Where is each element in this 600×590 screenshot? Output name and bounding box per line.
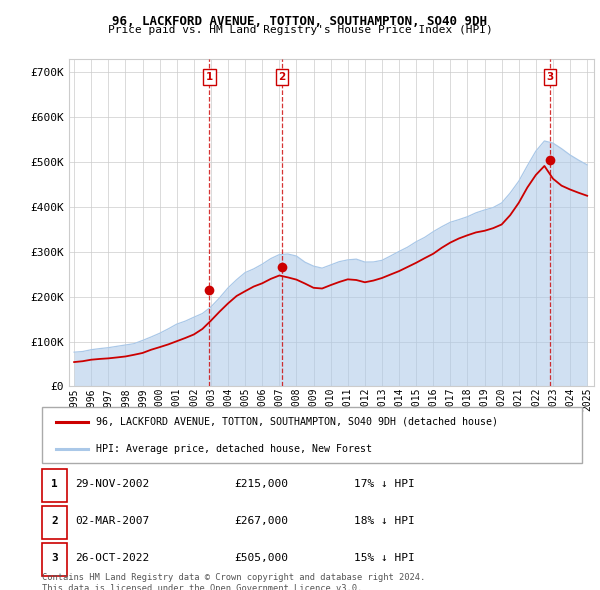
- Text: 26-OCT-2022: 26-OCT-2022: [75, 553, 149, 563]
- Text: 29-NOV-2002: 29-NOV-2002: [75, 478, 149, 489]
- Text: 02-MAR-2007: 02-MAR-2007: [75, 516, 149, 526]
- Text: £267,000: £267,000: [234, 516, 288, 526]
- Text: 96, LACKFORD AVENUE, TOTTON, SOUTHAMPTON, SO40 9DH (detached house): 96, LACKFORD AVENUE, TOTTON, SOUTHAMPTON…: [96, 417, 498, 427]
- Text: 1: 1: [206, 72, 213, 82]
- Text: 2: 2: [51, 516, 58, 526]
- Text: HPI: Average price, detached house, New Forest: HPI: Average price, detached house, New …: [96, 444, 372, 454]
- Text: 3: 3: [51, 553, 58, 563]
- Text: Contains HM Land Registry data © Crown copyright and database right 2024.: Contains HM Land Registry data © Crown c…: [42, 573, 425, 582]
- Text: £215,000: £215,000: [234, 478, 288, 489]
- Text: 3: 3: [546, 72, 554, 82]
- FancyBboxPatch shape: [42, 407, 582, 463]
- Text: 18% ↓ HPI: 18% ↓ HPI: [354, 516, 415, 526]
- Text: 1: 1: [51, 478, 58, 489]
- Text: 17% ↓ HPI: 17% ↓ HPI: [354, 478, 415, 489]
- Text: 15% ↓ HPI: 15% ↓ HPI: [354, 553, 415, 563]
- Text: This data is licensed under the Open Government Licence v3.0.: This data is licensed under the Open Gov…: [42, 584, 362, 590]
- Text: £505,000: £505,000: [234, 553, 288, 563]
- Text: Price paid vs. HM Land Registry's House Price Index (HPI): Price paid vs. HM Land Registry's House …: [107, 25, 493, 35]
- Text: 96, LACKFORD AVENUE, TOTTON, SOUTHAMPTON, SO40 9DH: 96, LACKFORD AVENUE, TOTTON, SOUTHAMPTON…: [113, 15, 487, 28]
- Text: 2: 2: [278, 72, 286, 82]
